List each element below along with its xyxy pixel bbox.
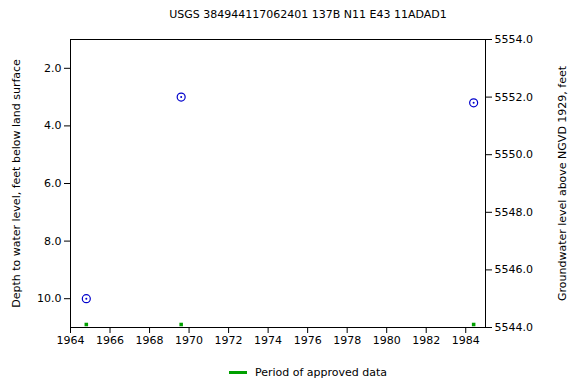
svg-text:5550.0: 5550.0 (495, 148, 534, 161)
svg-text:5546.0: 5546.0 (495, 263, 534, 276)
svg-text:Depth to water level, feet bel: Depth to water level, feet below land su… (10, 59, 23, 308)
svg-text:1980: 1980 (373, 334, 401, 347)
html-text:Period of approved data: Period of approved data (254, 365, 388, 379)
svg-text:1970: 1970 (175, 334, 203, 347)
svg-text:1972: 1972 (215, 334, 243, 347)
svg-text:2.0: 2.0 (44, 62, 62, 75)
svg-text:4.0: 4.0 (44, 119, 62, 132)
svg-text:1974: 1974 (254, 334, 282, 347)
svg-text:5548.0: 5548.0 (495, 206, 534, 219)
svg-text:1968: 1968 (136, 334, 164, 347)
svg-text:1966: 1966 (96, 334, 124, 347)
svg-text:1978: 1978 (333, 334, 361, 347)
svg-text:5554.0: 5554.0 (495, 33, 534, 46)
svg-text:1982: 1982 (412, 334, 440, 347)
svg-text:8.0: 8.0 (44, 235, 62, 248)
svg-text:1964: 1964 (57, 334, 85, 347)
svg-text:Groundwater level above NGVD 1: Groundwater level above NGVD 1929, feet (556, 65, 569, 301)
svg-text:5544.0: 5544.0 (495, 321, 534, 334)
svg-text:10.0: 10.0 (37, 292, 62, 305)
svg-text:1976: 1976 (294, 334, 322, 347)
svg-text:1984: 1984 (452, 334, 480, 347)
svg-text:5552.0: 5552.0 (495, 91, 534, 104)
svg-text:6.0: 6.0 (44, 177, 62, 190)
html-text:USGS 384944117062401 137B N11: USGS 384944117062401 137B N11 E43 11ADAD… (169, 8, 447, 21)
